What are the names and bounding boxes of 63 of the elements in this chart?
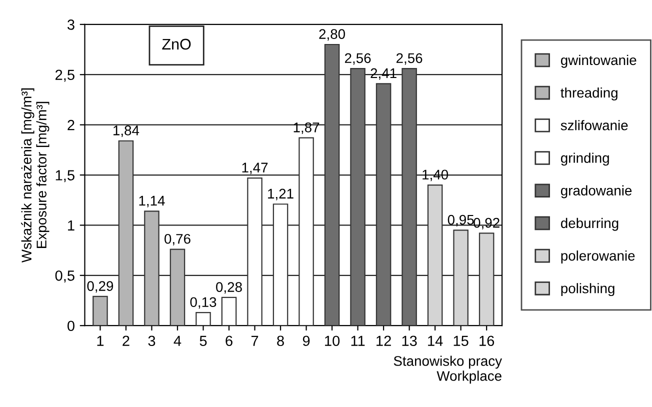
y-tick-label: 1,5 <box>56 170 74 182</box>
y-tick-label: 2 <box>68 120 74 130</box>
bar <box>221 296 237 326</box>
legend-label: grinding <box>560 152 609 166</box>
bar <box>350 68 366 326</box>
bar <box>92 296 108 326</box>
y-axis-title: Wskaźnik narażenia [mg/m³] Exposure factor [mg/m³] <box>21 88 50 263</box>
x-tick-label: 3 <box>148 336 156 346</box>
x-tick-label: 15 <box>454 336 468 346</box>
y-tick-label: 0 <box>68 320 74 332</box>
bar <box>170 248 186 326</box>
data-label: 1,84 <box>114 126 140 137</box>
legend-label: szlifowanie <box>560 120 628 130</box>
data-label: 0,95 <box>448 214 474 226</box>
bar <box>324 44 340 326</box>
x-tick-label: 9 <box>302 336 310 346</box>
data-label: 1,14 <box>139 196 165 208</box>
data-label: 1,21 <box>268 188 294 200</box>
data-label: 0,76 <box>164 234 190 246</box>
x-tick-label: 12 <box>376 336 391 346</box>
y-tick-label: 2,5 <box>56 70 74 82</box>
legend-label: polerowanie <box>561 250 635 264</box>
data-label: 2,56 <box>396 53 422 65</box>
x-tick-label: 5 <box>200 336 207 346</box>
bar <box>427 184 443 326</box>
x-axis-title: Stanowisko pracy Workplace <box>394 356 502 384</box>
x-tick-label: 4 <box>174 336 182 346</box>
bar <box>376 83 392 326</box>
bar <box>453 230 468 326</box>
legend-label: polishing <box>561 283 614 296</box>
data-label: 0,28 <box>216 282 242 294</box>
data-label: 2,56 <box>344 53 371 65</box>
x-tick-label: 11 <box>351 336 365 346</box>
data-label: 1,47 <box>242 162 268 174</box>
data-label: 0,29 <box>87 281 114 293</box>
x-tick-label: 7 <box>251 336 258 346</box>
annotation: ZnO <box>162 38 191 50</box>
legend-label: gwintowanie <box>560 54 636 68</box>
bar <box>144 210 160 326</box>
legend-label: deburring <box>560 218 618 231</box>
data-label: 2,80 <box>319 29 346 41</box>
bar <box>247 177 262 326</box>
x-tick-label: 16 <box>480 336 494 346</box>
x-tick-label: 14 <box>428 336 443 346</box>
y-tick-label: 3 <box>67 20 74 30</box>
bar <box>298 137 314 326</box>
bar <box>478 232 494 326</box>
x-tick-label: 6 <box>226 336 232 346</box>
x-tick-label: 10 <box>325 336 340 346</box>
data-label: 1,87 <box>294 122 320 134</box>
bar <box>402 68 417 326</box>
y-tick-label: 0,5 <box>55 270 74 283</box>
bar <box>118 140 134 326</box>
legend-label: threading <box>560 87 618 100</box>
y-tick-label: 1 <box>68 220 74 230</box>
x-tick-label: 13 <box>402 336 417 346</box>
data-label: 0,13 <box>190 297 216 309</box>
bar <box>196 312 211 326</box>
bar <box>272 204 288 326</box>
x-tick-label: 1 <box>97 336 104 346</box>
x-tick-label: 8 <box>277 336 284 346</box>
x-tick-label: 2 <box>122 336 130 346</box>
legend-label: gradowanie <box>560 185 632 198</box>
